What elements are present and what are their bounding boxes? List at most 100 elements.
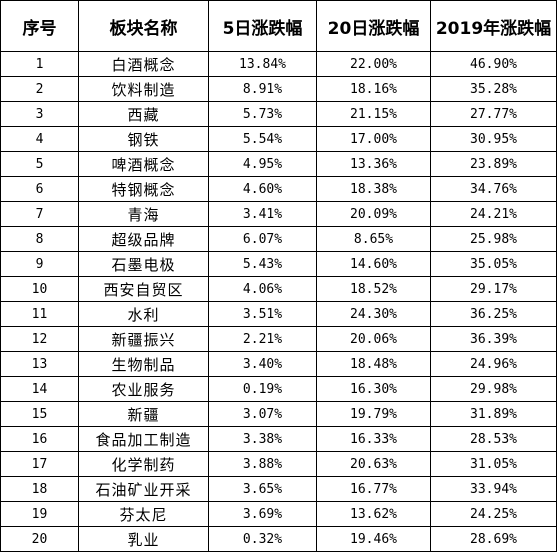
- cell-20day-change: 20.63%: [316, 451, 431, 477]
- cell-2019-change: 35.05%: [430, 251, 557, 277]
- cell-index: 8: [0, 226, 79, 252]
- cell-sector-name: 钢铁: [78, 126, 209, 152]
- cell-sector-name: 新疆振兴: [78, 326, 209, 352]
- cell-sector-name: 饮料制造: [78, 76, 209, 102]
- cell-5day-change: 3.07%: [208, 401, 317, 427]
- cell-sector-name: 白酒概念: [78, 51, 209, 77]
- cell-20day-change: 20.09%: [316, 201, 431, 227]
- cell-2019-change: 24.21%: [430, 201, 557, 227]
- cell-5day-change: 3.69%: [208, 501, 317, 527]
- cell-index: 6: [0, 176, 79, 202]
- table-row: 4 钢铁 5.54% 17.00% 30.95%: [0, 126, 557, 152]
- cell-5day-change: 4.60%: [208, 176, 317, 202]
- cell-sector-name: 水利: [78, 301, 209, 327]
- cell-20day-change: 18.48%: [316, 351, 431, 377]
- cell-sector-name: 石油矿业开采: [78, 476, 209, 502]
- cell-20day-change: 19.79%: [316, 401, 431, 427]
- table-row: 8 超级品牌 6.07% 8.65% 25.98%: [0, 226, 557, 252]
- cell-2019-change: 36.39%: [430, 326, 557, 352]
- cell-2019-change: 30.95%: [430, 126, 557, 152]
- cell-sector-name: 超级品牌: [78, 226, 209, 252]
- table-row: 18 石油矿业开采 3.65% 16.77% 33.94%: [0, 476, 557, 502]
- cell-index: 13: [0, 351, 79, 377]
- cell-20day-change: 13.62%: [316, 501, 431, 527]
- table-row: 19 芬太尼 3.69% 13.62% 24.25%: [0, 501, 557, 527]
- table-row: 13 生物制品 3.40% 18.48% 24.96%: [0, 351, 557, 377]
- table-row: 3 西藏 5.73% 21.15% 27.77%: [0, 101, 557, 127]
- cell-20day-change: 21.15%: [316, 101, 431, 127]
- cell-5day-change: 5.54%: [208, 126, 317, 152]
- cell-index: 3: [0, 101, 79, 127]
- cell-index: 7: [0, 201, 79, 227]
- cell-2019-change: 35.28%: [430, 76, 557, 102]
- cell-index: 14: [0, 376, 79, 402]
- table-row: 9 石墨电极 5.43% 14.60% 35.05%: [0, 251, 557, 277]
- cell-5day-change: 13.84%: [208, 51, 317, 77]
- cell-2019-change: 33.94%: [430, 476, 557, 502]
- cell-sector-name: 生物制品: [78, 351, 209, 377]
- cell-20day-change: 18.38%: [316, 176, 431, 202]
- cell-5day-change: 3.41%: [208, 201, 317, 227]
- table-row: 15 新疆 3.07% 19.79% 31.89%: [0, 401, 557, 427]
- header-5day-change: 5日涨跌幅: [208, 0, 317, 52]
- cell-5day-change: 3.51%: [208, 301, 317, 327]
- cell-sector-name: 新疆: [78, 401, 209, 427]
- cell-20day-change: 22.00%: [316, 51, 431, 77]
- cell-2019-change: 29.17%: [430, 276, 557, 302]
- cell-sector-name: 化学制药: [78, 451, 209, 477]
- cell-20day-change: 18.16%: [316, 76, 431, 102]
- cell-sector-name: 青海: [78, 201, 209, 227]
- cell-20day-change: 13.36%: [316, 151, 431, 177]
- cell-20day-change: 16.30%: [316, 376, 431, 402]
- cell-sector-name: 石墨电极: [78, 251, 209, 277]
- cell-20day-change: 24.30%: [316, 301, 431, 327]
- cell-sector-name: 食品加工制造: [78, 426, 209, 452]
- cell-5day-change: 3.88%: [208, 451, 317, 477]
- cell-index: 5: [0, 151, 79, 177]
- cell-5day-change: 0.32%: [208, 526, 317, 552]
- cell-2019-change: 46.90%: [430, 51, 557, 77]
- cell-5day-change: 8.91%: [208, 76, 317, 102]
- cell-sector-name: 特钢概念: [78, 176, 209, 202]
- cell-index: 15: [0, 401, 79, 427]
- cell-5day-change: 5.73%: [208, 101, 317, 127]
- header-row: 序号 板块名称 5日涨跌幅 20日涨跌幅 2019年涨跌幅: [0, 0, 557, 52]
- cell-2019-change: 31.05%: [430, 451, 557, 477]
- cell-5day-change: 3.40%: [208, 351, 317, 377]
- cell-2019-change: 34.76%: [430, 176, 557, 202]
- table-row: 17 化学制药 3.88% 20.63% 31.05%: [0, 451, 557, 477]
- cell-index: 16: [0, 426, 79, 452]
- cell-index: 19: [0, 501, 79, 527]
- cell-sector-name: 西安自贸区: [78, 276, 209, 302]
- cell-20day-change: 8.65%: [316, 226, 431, 252]
- table-row: 16 食品加工制造 3.38% 16.33% 28.53%: [0, 426, 557, 452]
- cell-5day-change: 0.19%: [208, 376, 317, 402]
- cell-2019-change: 24.25%: [430, 501, 557, 527]
- cell-2019-change: 25.98%: [430, 226, 557, 252]
- cell-2019-change: 28.53%: [430, 426, 557, 452]
- table-row: 11 水利 3.51% 24.30% 36.25%: [0, 301, 557, 327]
- cell-2019-change: 24.96%: [430, 351, 557, 377]
- cell-20day-change: 20.06%: [316, 326, 431, 352]
- cell-index: 1: [0, 51, 79, 77]
- cell-20day-change: 16.33%: [316, 426, 431, 452]
- table-row: 1 白酒概念 13.84% 22.00% 46.90%: [0, 51, 557, 77]
- cell-5day-change: 3.65%: [208, 476, 317, 502]
- cell-5day-change: 3.38%: [208, 426, 317, 452]
- cell-5day-change: 4.06%: [208, 276, 317, 302]
- table-row: 20 乳业 0.32% 19.46% 28.69%: [0, 526, 557, 552]
- cell-2019-change: 28.69%: [430, 526, 557, 552]
- table-row: 2 饮料制造 8.91% 18.16% 35.28%: [0, 76, 557, 102]
- cell-sector-name: 乳业: [78, 526, 209, 552]
- header-index: 序号: [0, 0, 79, 52]
- cell-2019-change: 29.98%: [430, 376, 557, 402]
- cell-index: 9: [0, 251, 79, 277]
- cell-2019-change: 31.89%: [430, 401, 557, 427]
- table-row: 14 农业服务 0.19% 16.30% 29.98%: [0, 376, 557, 402]
- cell-20day-change: 18.52%: [316, 276, 431, 302]
- cell-index: 10: [0, 276, 79, 302]
- cell-2019-change: 23.89%: [430, 151, 557, 177]
- cell-20day-change: 14.60%: [316, 251, 431, 277]
- cell-index: 4: [0, 126, 79, 152]
